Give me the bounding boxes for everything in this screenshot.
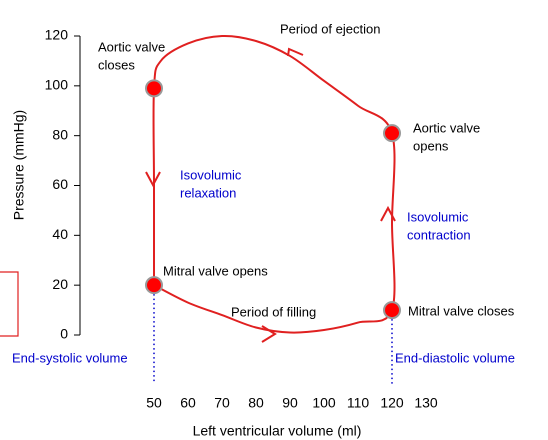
- annotation: relaxation: [180, 185, 236, 200]
- annotation: Period of ejection: [280, 21, 380, 36]
- annotation: Isovolumic: [407, 209, 469, 224]
- y-tick-label: 120: [45, 27, 69, 43]
- y-tick-label: 60: [52, 176, 68, 192]
- x-tick-label: 80: [248, 395, 264, 411]
- x-tick-label: 120: [380, 395, 404, 411]
- annotation: Mitral valve closes: [408, 303, 515, 318]
- point: [145, 79, 163, 98]
- bracket: [0, 271, 19, 337]
- pv-loop: [152, 34, 396, 334]
- x-tick-label: 70: [214, 395, 230, 411]
- y-tick-label: 20: [52, 276, 68, 292]
- x-tick-label: 100: [312, 395, 336, 411]
- y-tick-label: 80: [52, 126, 68, 142]
- x-tick-label: 50: [146, 395, 162, 411]
- point: [383, 124, 401, 143]
- annotation: Aortic valve: [413, 120, 480, 135]
- y-tick-label: 40: [52, 226, 68, 242]
- annotation: End-systolic volume: [12, 350, 128, 365]
- x-tick-label: 60: [180, 395, 196, 411]
- annotation: Aortic valve: [98, 39, 165, 54]
- annotation: contraction: [407, 227, 471, 242]
- y-tick-label: 0: [60, 326, 68, 342]
- annotation: closes: [98, 57, 135, 72]
- point: [145, 276, 163, 295]
- annotation: Period of filling: [231, 304, 316, 319]
- x-tick-label: 90: [282, 395, 298, 411]
- x-tick-label: 110: [347, 395, 370, 411]
- x-axis-label: Left ventricular volume (ml): [193, 423, 362, 439]
- annotation: opens: [413, 138, 449, 153]
- y-tick-label: 100: [45, 77, 69, 93]
- x-tick-label: 130: [414, 395, 438, 411]
- annotation: End-diastolic volume: [395, 350, 515, 365]
- direction-arrows: [145, 47, 396, 343]
- annotation: Isovolumic: [180, 167, 242, 182]
- y-axis-label: Pressure (mmHg): [11, 110, 27, 220]
- point: [383, 301, 401, 320]
- annotation: Mitral valve opens: [163, 263, 268, 278]
